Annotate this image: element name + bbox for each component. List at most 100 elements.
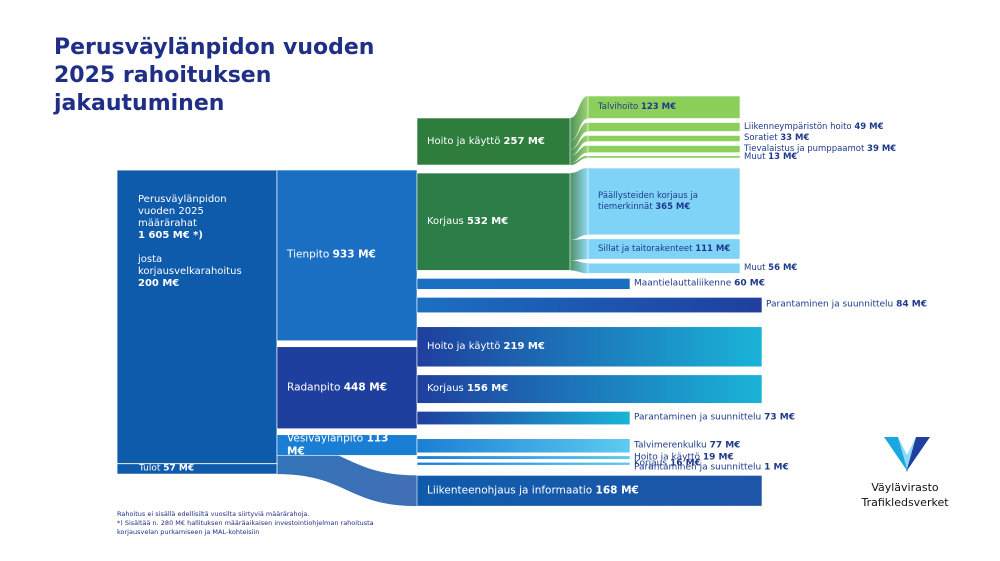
flow-link: [570, 122, 588, 150]
note: Rahoitus ei sisällä edellisiltä vuosilta…: [117, 510, 310, 518]
node-label: Talvimerenkulku 77 M€: [634, 440, 740, 451]
node-name: Päällysteiden korjaus ja tiemerkinnät: [598, 191, 698, 212]
node-value-label: 56 M€: [768, 263, 798, 274]
node-label: Soratiet 33 M€: [744, 133, 809, 143]
sub-note: josta korjausvelkarahoitus 200 M€: [138, 254, 263, 290]
node-bar: [276, 169, 418, 342]
node-label: Liikenteenohjaus ja informaatio 168 M€: [427, 484, 754, 497]
node-value-label: 13 M€: [768, 151, 798, 162]
node-value-label: 168 M€: [595, 484, 639, 497]
node-name: Hoito ja käyttö: [634, 452, 701, 463]
node-name: Hoito ja käyttö: [427, 135, 501, 147]
node-label: Radanpito 448 M€: [287, 381, 409, 394]
flow-link: [277, 443, 417, 507]
flow-link: [570, 96, 588, 141]
node-name: Talvihoito: [598, 102, 639, 113]
node-label: Talvihoito 123 M€: [598, 102, 732, 112]
node-value-label: 156 M€: [466, 383, 509, 395]
node-value-label: 19 M€: [702, 452, 734, 463]
node-value-label: 33 M€: [780, 133, 810, 144]
node-value-label: 532 M€: [466, 215, 509, 227]
flow-link: [570, 155, 588, 166]
flow-link: [570, 168, 588, 240]
node-value-label: 113 M€: [287, 432, 389, 458]
sub-note-name: josta korjausvelkarahoitus: [138, 254, 242, 277]
logo-name: Väylävirasto: [871, 481, 939, 494]
node-value-label: 111 M€: [695, 243, 731, 254]
node-bar: [416, 461, 631, 466]
node-value-label: 77 M€: [709, 440, 741, 451]
node-value-label: 73 M€: [764, 412, 796, 423]
logo-shape: [898, 437, 916, 470]
logo-name: Trafikledsverket: [861, 496, 949, 509]
node-name: Korjaus: [427, 383, 464, 395]
node-value-label: 49 M€: [854, 121, 884, 132]
flow-link: [570, 145, 588, 163]
node-bar: [587, 155, 741, 159]
node-label: Muut 56 M€: [744, 263, 797, 273]
node-name: Muut: [744, 263, 766, 274]
node-bar: [587, 135, 741, 142]
note: korjausvelan purkamiseen ja MAL-kohteisi…: [117, 528, 260, 536]
node-bar: [416, 278, 631, 290]
node-name: Sillat ja taitorakenteet: [598, 243, 693, 254]
flow-link: [570, 238, 588, 261]
node-label: Maantielauttaliikenne 60 M€: [634, 278, 765, 289]
node-bar: [416, 326, 763, 368]
node-value-label: 219 M€: [503, 340, 545, 352]
node-name: Radanpito: [287, 381, 341, 394]
node-bar: [416, 172, 571, 271]
node-label: Korjaus 532 M€: [427, 216, 562, 228]
node-value-label: 933 M€: [332, 249, 376, 262]
source-bar: [116, 169, 278, 465]
notes: Rahoitus ei sisällä edellisiltä vuosilta…: [117, 510, 374, 537]
node-label: Tienpito 933 M€: [287, 249, 409, 262]
node-label: Tievalaistus ja pumppaamot 39 M€: [744, 144, 896, 154]
node-bar: [587, 262, 741, 274]
node-name: Hoito ja käyttö: [427, 340, 501, 352]
node-bar: [587, 95, 741, 119]
node-name: Liikenteenohjaus ja informaatio: [427, 484, 593, 497]
node-label: Sillat ja taitorakenteet 111 M€: [598, 244, 732, 254]
node-bar: [416, 117, 571, 166]
nodes: [116, 95, 763, 507]
logo-shape: [906, 437, 930, 472]
node-name: Tienpito: [287, 249, 330, 262]
links: [277, 96, 588, 507]
node-bar: [276, 346, 418, 430]
source-name: Perusväylänpidon vuoden 2025 määrärahat: [138, 194, 227, 229]
note: *) Sisältää n. 280 M€ hallituksen määräa…: [117, 519, 374, 527]
node-label: Parantaminen ja suunnittelu 73 M€: [634, 413, 795, 424]
node-label: Parantaminen ja suunnittelu 84 M€: [766, 300, 927, 311]
node-bar: [416, 374, 763, 404]
node-label: Muut 13 M€: [744, 152, 797, 162]
node-bar: [587, 145, 741, 153]
chart-title: Perusväylänpidon vuoden 2025 rahoituksen…: [54, 35, 375, 116]
logo-shape: [884, 437, 908, 472]
node-name: Parantaminen ja suunnittelu: [634, 412, 762, 423]
node-name: Maantielauttaliikenne: [634, 278, 732, 289]
node-value-label: 84 M€: [896, 299, 928, 310]
node-name: Talvimerenkulku: [634, 440, 707, 451]
logo-mark: [884, 437, 930, 472]
node-bar: [587, 122, 741, 132]
node-bar: [416, 455, 631, 460]
node-value-label: 448 M€: [343, 381, 388, 394]
node-label: Päällysteiden korjaus ja tiemerkinnät 36…: [598, 191, 732, 211]
node-value-label: 1 M€: [764, 462, 789, 473]
node-bar: [587, 167, 741, 236]
node-label: Hoito ja käyttö 257 M€: [427, 136, 562, 148]
source-value-label: 1 605 M€ *): [138, 230, 203, 241]
node-name: Tievalaistus ja pumppaamot: [744, 143, 865, 154]
node-bar: [587, 238, 741, 260]
node-label: Vesiväylänpito 113 M€: [287, 432, 409, 457]
node-name: Soratiet: [744, 133, 778, 144]
node-value-label: 257 M€: [503, 135, 545, 147]
node-name: Tulot: [139, 463, 161, 474]
node-value-label: 57 M€: [163, 463, 195, 474]
node-bar: [416, 297, 763, 314]
node-value-label: 16 M€: [669, 458, 701, 469]
node-label: Liikenneympäristön hoito 49 M€: [744, 122, 884, 132]
node-label: Parantaminen ja suunnittelu 1 M€: [634, 463, 789, 474]
